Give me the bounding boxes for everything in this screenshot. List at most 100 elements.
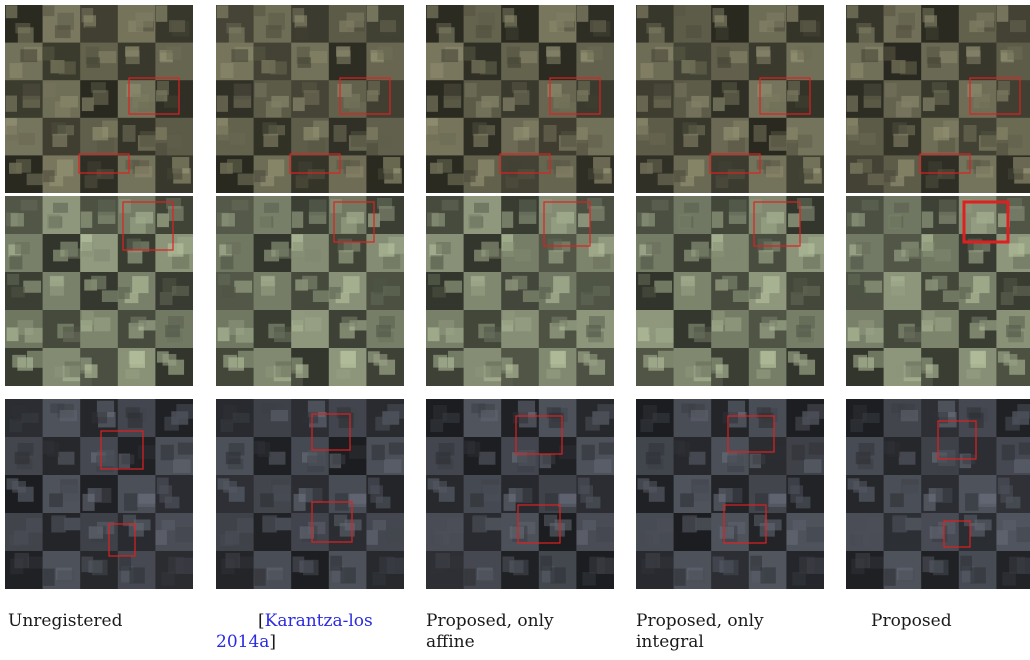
terrain-patch (128, 522, 144, 537)
terrain-patch (343, 276, 360, 294)
terrain-patch (656, 518, 676, 533)
terrain-patch (793, 354, 808, 366)
terrain-patch (155, 90, 168, 102)
terrain-patch (81, 242, 94, 257)
terrain-patch (17, 443, 34, 456)
terrain-patch (931, 82, 947, 93)
terrain-patch (695, 248, 715, 259)
terrain-patch (673, 5, 686, 17)
terrain-patch (433, 481, 447, 493)
terrain-patch (304, 249, 321, 262)
terrain-patch (657, 173, 677, 186)
terrain-patch (933, 90, 950, 105)
terrain-patch (640, 63, 654, 79)
terrain-patch (559, 101, 578, 112)
highlight-box (517, 504, 561, 544)
terrain-patch (441, 199, 459, 211)
terrain-patch (725, 487, 743, 503)
terrain-patch (217, 125, 230, 141)
terrain-patch (517, 169, 535, 180)
highlight-box (289, 153, 341, 174)
terrain-patch (485, 248, 505, 259)
terrain-patch (856, 159, 873, 173)
terrain-patch (217, 327, 230, 342)
terrain-patch (292, 8, 305, 23)
terrain-patch (119, 198, 131, 214)
cite-bracket-open: [ (258, 611, 265, 631)
highlight-box (943, 520, 971, 548)
terrain-patch (339, 522, 355, 537)
terrain-patch (216, 5, 229, 19)
terrain-patch (804, 459, 822, 473)
terrain-patch (712, 97, 725, 112)
terrain-patch (719, 526, 735, 539)
terrain-patch (168, 20, 186, 33)
terrain-patch (998, 213, 1010, 228)
terrain-patch (155, 139, 168, 156)
terrain-patch (345, 166, 364, 178)
terrain-patch (587, 46, 603, 60)
terrain-patch (795, 496, 811, 509)
terrain-patch (868, 556, 888, 569)
terrain-patch (371, 444, 385, 461)
terrain-patch (94, 317, 111, 332)
terrain-patch (1014, 459, 1030, 473)
terrain-patch (636, 5, 649, 19)
terrain-patch (933, 127, 950, 141)
citation-link[interactable]: Karantza-los 2014a (216, 611, 373, 652)
terrain-patch (308, 199, 327, 216)
terrain-patch (715, 279, 728, 291)
terrain-patch (302, 275, 318, 290)
terrain-patch (786, 90, 799, 102)
terrain-patch (431, 213, 445, 227)
terrain-patch (17, 27, 34, 45)
terrain-patch (932, 275, 948, 290)
terrain-patch (929, 526, 945, 539)
mosaic-image-row1-col1 (5, 5, 193, 193)
terrain-patch (807, 404, 824, 419)
terrain-patch (729, 51, 748, 64)
terrain-patch (265, 25, 282, 39)
terrain-patch (850, 63, 864, 79)
terrain-patch (118, 286, 130, 299)
terrain-patch (759, 522, 775, 537)
terrain-patch (966, 159, 981, 170)
terrain-patch (935, 317, 952, 332)
terrain-patch (680, 493, 694, 508)
terrain-patch (1007, 134, 1023, 148)
terrain-patch (236, 518, 256, 533)
terrain-patch (438, 27, 455, 45)
terrain-patch (587, 168, 604, 180)
terrain-patch (126, 238, 142, 253)
terrain-patch (297, 57, 312, 68)
terrain-patch (786, 139, 799, 156)
terrain-patch (226, 159, 243, 173)
terrain-patch (225, 241, 241, 255)
terrain-patch (339, 322, 355, 339)
terrain-patch (370, 292, 384, 306)
terrain-patch (517, 137, 536, 153)
terrain-patch (847, 125, 860, 141)
terrain-patch (1005, 416, 1020, 431)
terrain-patch (892, 122, 907, 137)
terrain-patch (645, 552, 661, 569)
terrain-patch (903, 326, 923, 343)
highlight-box (108, 523, 136, 557)
caption-proposed-affine: Proposed, only affine (426, 611, 554, 652)
terrain-patch (808, 442, 824, 455)
mosaic-image-row3-col5 (846, 399, 1030, 589)
terrain-patch (969, 322, 985, 339)
terrain-patch (797, 46, 813, 60)
terrain-patch (799, 20, 817, 33)
terrain-patch (294, 15, 308, 28)
highlight-box (515, 415, 563, 455)
terrain-patch (57, 570, 74, 582)
highlight-box (128, 77, 180, 115)
terrain-patch (167, 243, 184, 257)
terrain-patch (42, 5, 55, 17)
terrain-patch (513, 127, 530, 141)
terrain-patch (1003, 354, 1018, 366)
terrain-patch (366, 530, 378, 545)
terrain-patch (502, 242, 515, 257)
terrain-patch (122, 124, 136, 142)
